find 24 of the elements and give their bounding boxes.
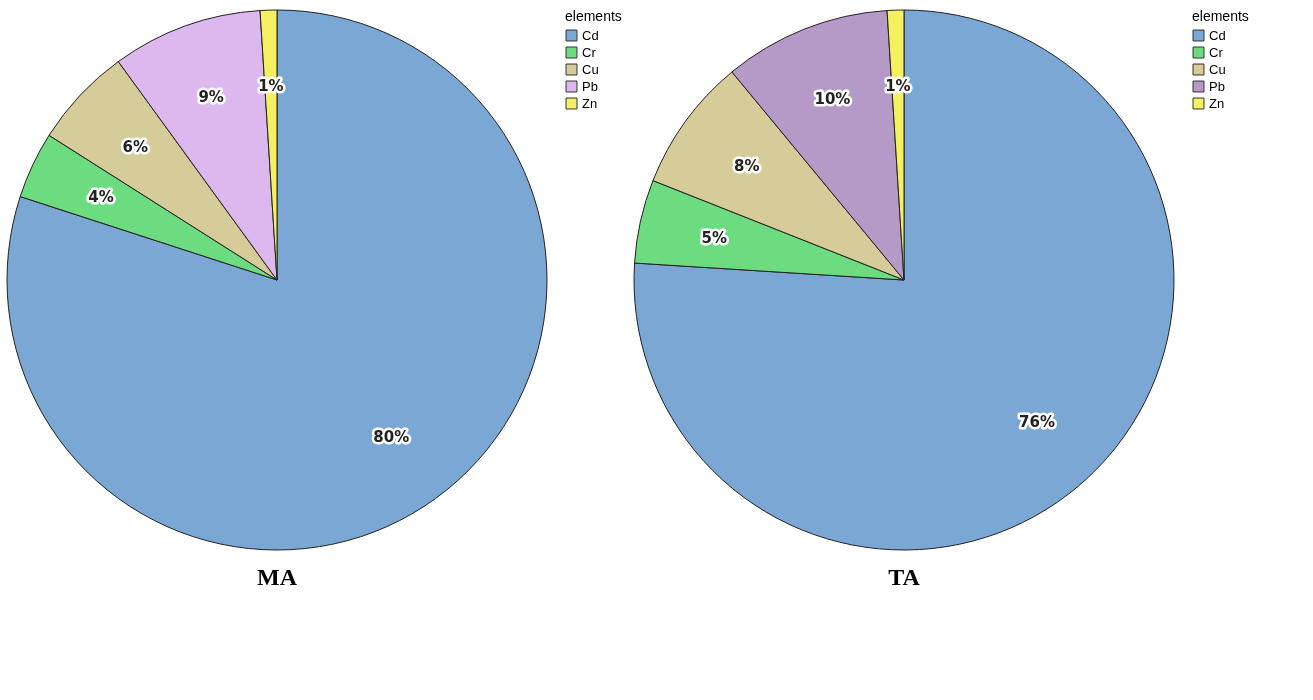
pie-slice	[634, 9, 1175, 551]
legend-label: Cd	[1209, 27, 1226, 43]
legend-label: Pb	[582, 78, 598, 94]
legend-label: Zn	[582, 95, 598, 111]
legend-label: Cu	[1209, 61, 1226, 77]
data-label: 9%	[198, 88, 224, 107]
legend-label: Cd	[582, 27, 599, 43]
data-label: 8%	[733, 156, 760, 175]
data-label: 4%	[88, 188, 114, 207]
data-label: 5%	[701, 228, 728, 247]
data-label: 80%	[373, 428, 410, 447]
legend-title: elements	[1192, 8, 1249, 24]
pie-slice	[6, 9, 548, 551]
data-label: 10%	[814, 90, 851, 109]
legend-label: Pb	[1209, 78, 1225, 94]
legend-label: Cr	[582, 44, 597, 60]
text: TA	[888, 564, 921, 590]
legend-title: elements	[565, 8, 622, 24]
legend-label: Cr	[1209, 44, 1224, 60]
data-label: 6%	[122, 137, 149, 156]
legend-label: Cu	[582, 61, 599, 77]
data-label: 76%	[1019, 412, 1056, 431]
text: MA	[257, 564, 298, 590]
legend-label: Zn	[1209, 95, 1225, 111]
